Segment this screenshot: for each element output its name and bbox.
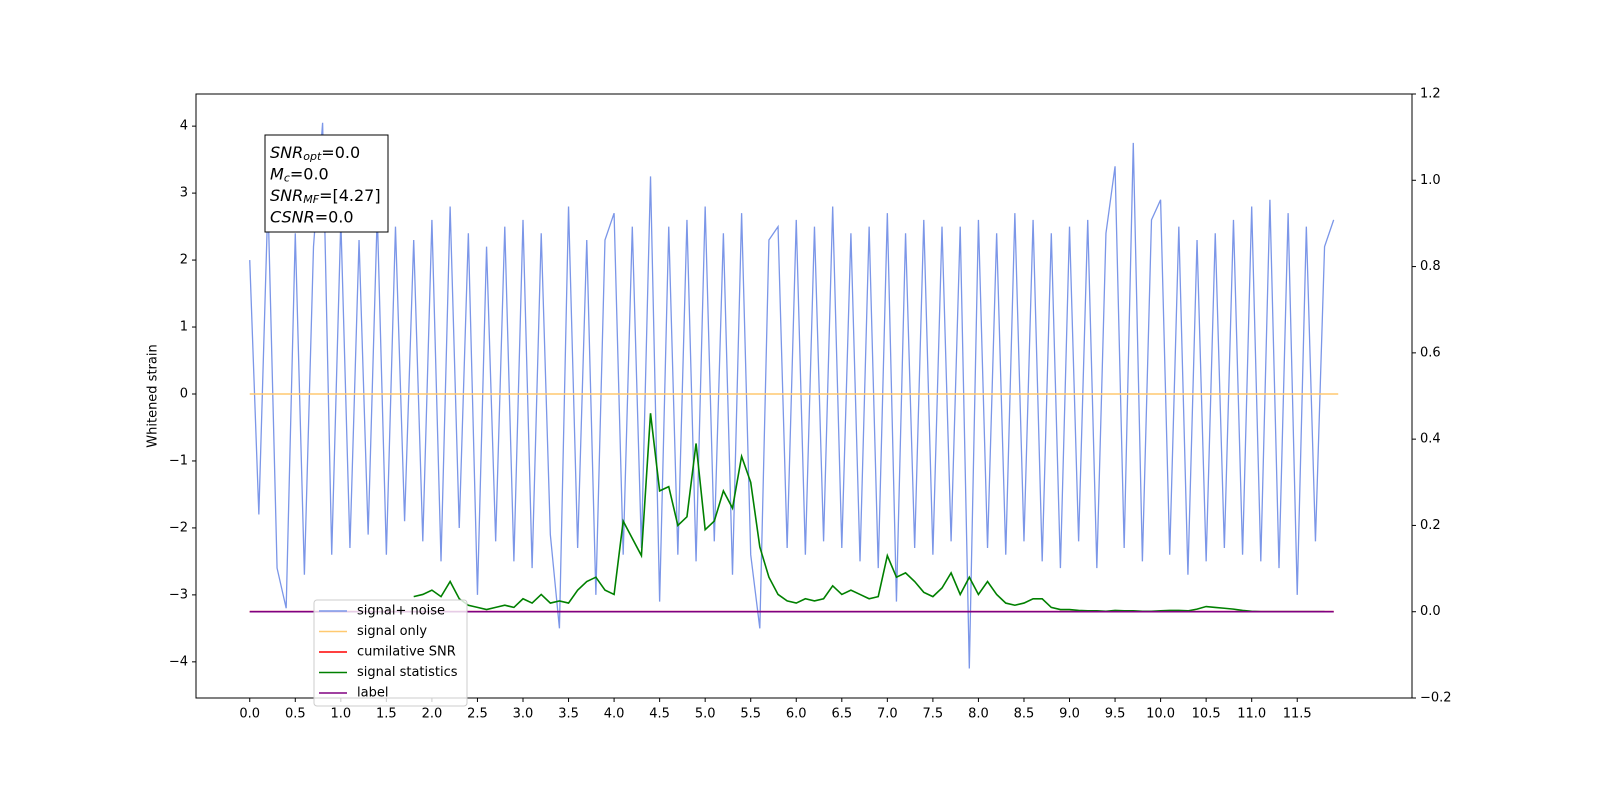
x-tick-label: 1.5 [376, 707, 397, 722]
annotation-value: =0.0 [321, 143, 360, 162]
y2-tick-label: 0.6 [1420, 345, 1441, 360]
y-tick-label: −3 [169, 587, 188, 602]
x-tick-label: 3.0 [513, 707, 534, 722]
y-tick-label: 2 [180, 253, 188, 268]
annotation-symbol: CSNR [270, 207, 315, 226]
y2-tick-label: 0.4 [1420, 432, 1441, 447]
annotation-symbol: SNR [270, 143, 303, 162]
annotation-value: =0.0 [290, 164, 329, 183]
y-tick-label: −2 [169, 520, 188, 535]
legend: signal+ noise signal only cumilative SNR si… [313, 599, 468, 707]
series-line [413, 413, 1325, 613]
annotation-value: =0.0 [315, 207, 354, 226]
y-tick-label: −1 [169, 453, 188, 468]
annotation-subscript: c [284, 172, 290, 185]
y-tick-label: 0 [180, 386, 188, 401]
annotation-subscript: opt [303, 150, 322, 163]
legend-label: cumilative SNR [357, 645, 456, 660]
x-tick-label: 1.0 [330, 707, 351, 722]
x-tick-label: 3.5 [558, 707, 579, 722]
x-tick-label: 10.5 [1192, 707, 1221, 722]
annotation-line: SNRMF=[4.27] [270, 186, 381, 207]
x-tick-label: 8.5 [1014, 707, 1035, 722]
x-tick-label: 9.5 [1105, 707, 1126, 722]
x-tick-label: 8.0 [968, 707, 989, 722]
y2-tick-label: 1.2 [1420, 87, 1441, 102]
x-tick-label: 10.0 [1146, 707, 1175, 722]
y-tick-label: 3 [180, 186, 188, 201]
x-tick-label: 7.5 [923, 707, 944, 722]
y2-tick-label: −0.2 [1420, 691, 1452, 706]
annotation-value: =[4.27] [319, 186, 381, 205]
series-line [249, 122, 1335, 669]
x-tick-label: 5.5 [740, 707, 761, 722]
annotation-frame [264, 134, 389, 233]
legend-label: signal only [357, 624, 427, 639]
x-tick-label: 11.0 [1237, 707, 1266, 722]
x-tick-label: 7.0 [877, 707, 898, 722]
annotation-subscript: MF [303, 193, 319, 206]
y2-tick-label: 0.0 [1420, 604, 1441, 619]
y-tick-label: 1 [180, 320, 188, 335]
plot-frame [195, 93, 1413, 699]
legend-label: signal statistics [357, 665, 458, 680]
x-tick-label: 4.5 [649, 707, 670, 722]
x-tick-label: 0.0 [239, 707, 260, 722]
x-tick-label: 0.5 [285, 707, 306, 722]
x-tick-label: 2.0 [422, 707, 443, 722]
annotation-line: SNRopt=0.0 [270, 143, 360, 164]
x-tick-label: 9.0 [1059, 707, 1080, 722]
x-tick-label: 2.5 [467, 707, 488, 722]
legend-frame [313, 599, 468, 707]
x-tick-label: 11.5 [1283, 707, 1312, 722]
y2-tick-label: 0.2 [1420, 518, 1441, 533]
y-tick-label: −4 [169, 654, 188, 669]
y2-tick-label: 1.0 [1420, 173, 1441, 188]
x-tick-label: 4.0 [604, 707, 625, 722]
annotation-line: CSNR=0.0 [270, 207, 354, 226]
annotation-symbol: SNR [270, 186, 303, 205]
legend-label: signal+ noise [357, 604, 445, 619]
y2-tick-label: 0.8 [1420, 259, 1441, 274]
x-tick-label: 5.0 [695, 707, 716, 722]
annotation-symbol: M [270, 164, 284, 183]
y-axis-label: Whitened strain [146, 344, 161, 447]
annotation-line: Mc=0.0 [270, 164, 329, 185]
x-tick-label: 6.5 [831, 707, 852, 722]
x-tick-label: 6.0 [786, 707, 807, 722]
legend-label: label [357, 686, 388, 701]
y-tick-label: 4 [180, 119, 188, 134]
